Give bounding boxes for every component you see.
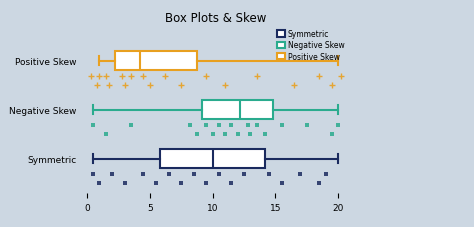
PathPatch shape — [202, 101, 273, 119]
Legend: Symmetric, Negative Skew, Positive Skew: Symmetric, Negative Skew, Positive Skew — [275, 28, 347, 64]
Title: Box Plots & Skew: Box Plots & Skew — [165, 12, 266, 25]
PathPatch shape — [115, 52, 198, 71]
PathPatch shape — [160, 150, 265, 168]
